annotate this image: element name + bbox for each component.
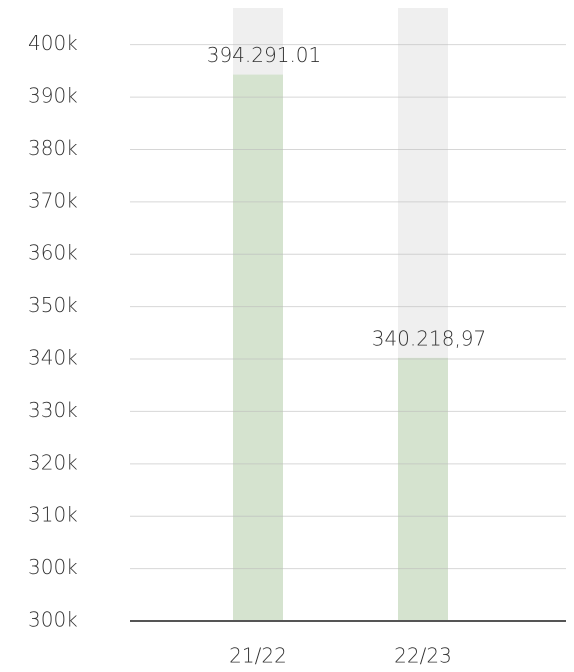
y-tick-label: 370k [28, 188, 78, 212]
x-tick-label: 21/22 [229, 644, 287, 668]
y-tick-label: 400k [28, 31, 78, 55]
bar [233, 74, 283, 621]
bar [398, 357, 448, 621]
value-label: 394.291.01 [207, 43, 322, 67]
y-tick-label: 300k [28, 608, 78, 632]
y-tick-label: 310k [28, 503, 78, 527]
y-tick-label: 350k [28, 293, 78, 317]
y-tick-label: 330k [28, 398, 78, 422]
y-tick-label: 340k [28, 346, 78, 370]
value-label: 340.218,97 [372, 326, 487, 350]
y-tick-label: 390k [28, 84, 78, 108]
y-tick-label: 380k [28, 136, 78, 160]
x-tick-label: 22/23 [394, 644, 452, 668]
y-tick-label: 360k [28, 241, 78, 265]
y-tick-label: 300k [28, 555, 78, 579]
y-tick-label: 320k [28, 450, 78, 474]
